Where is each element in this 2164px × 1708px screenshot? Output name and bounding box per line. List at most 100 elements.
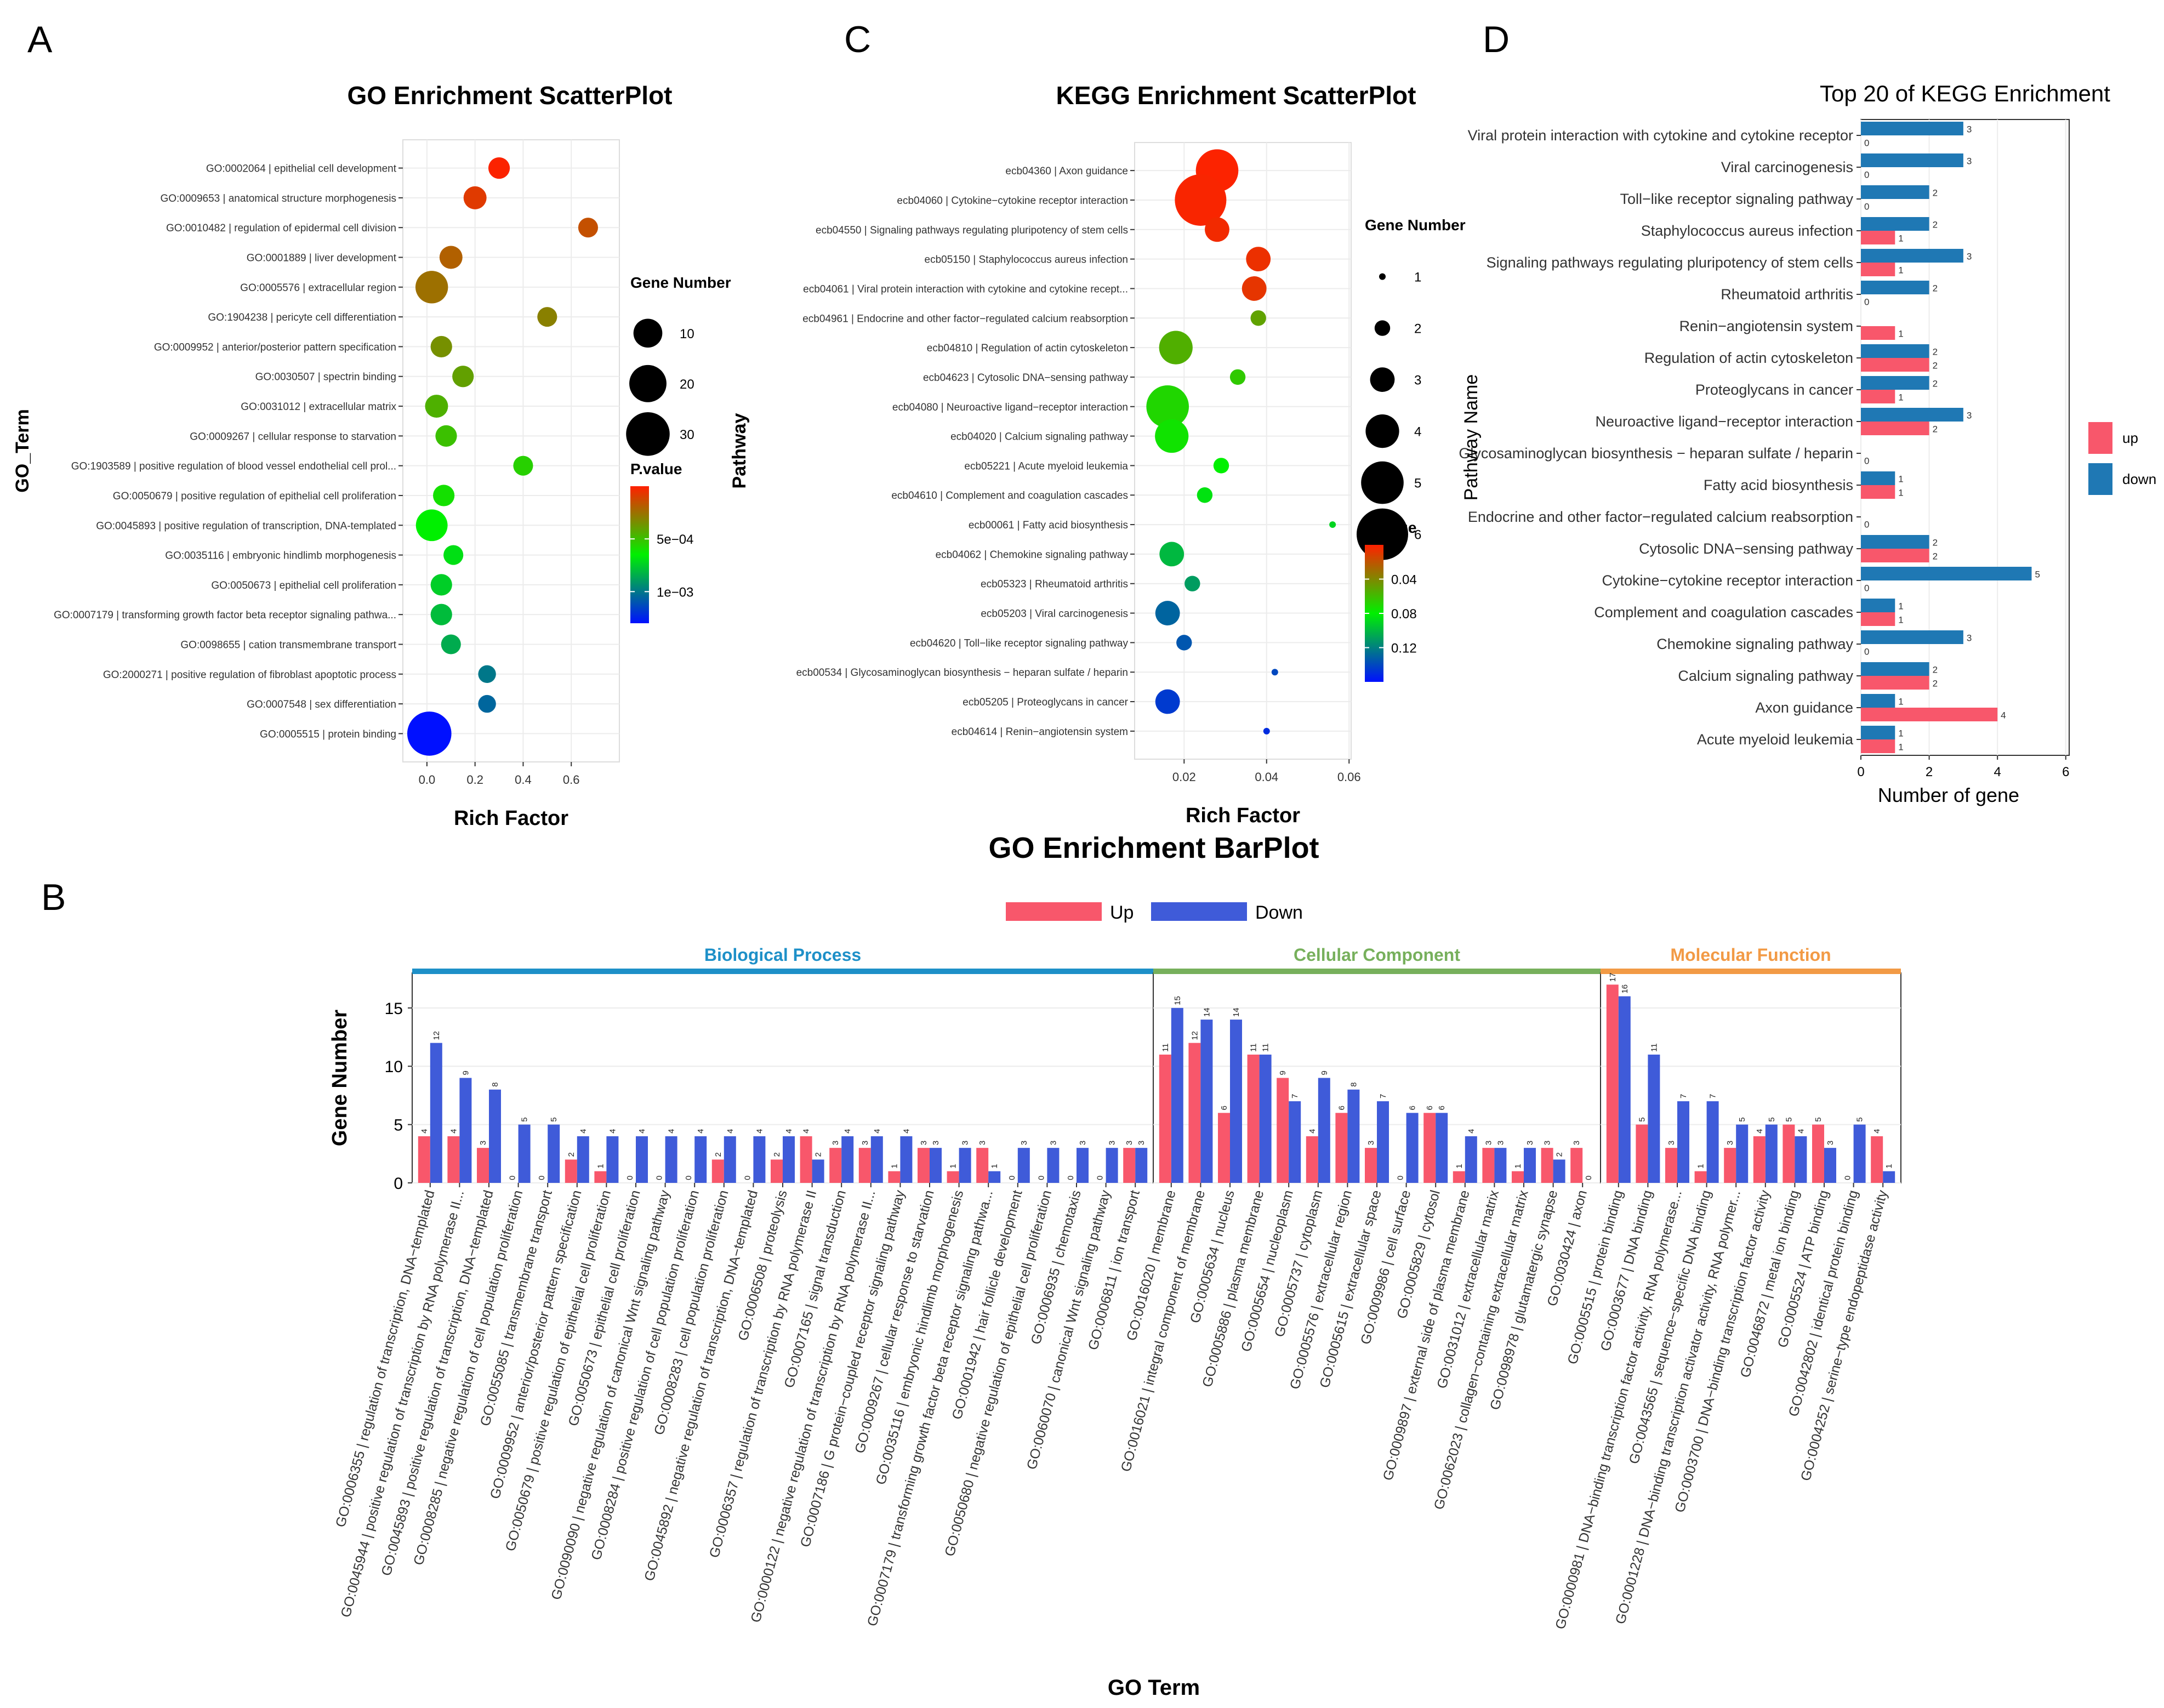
bar-down <box>1047 1148 1060 1183</box>
bar-value-label: 0 <box>1007 1176 1017 1180</box>
bar-down <box>1077 1148 1089 1183</box>
bar-down <box>1795 1136 1807 1183</box>
bar-down <box>1230 1020 1242 1183</box>
size-legend-key <box>1374 320 1391 336</box>
bar-value-label: 5 <box>1784 1117 1793 1121</box>
bar-up <box>1541 1148 1553 1183</box>
bar-value-label: 1 <box>1898 601 1903 612</box>
scatter-point <box>1229 369 1246 385</box>
bar-up <box>858 1148 871 1183</box>
scatter-point <box>1159 331 1193 365</box>
y-tick-label: ecb05221 | Acute myeloid leukemia <box>964 460 1128 472</box>
color-legend-label: 0.04 <box>1391 573 1417 588</box>
bar-up <box>1218 1113 1230 1183</box>
bar-value-label: 2 <box>1933 538 1938 548</box>
scatter-point <box>1205 217 1229 242</box>
bar-down <box>1736 1124 1749 1183</box>
bar-down <box>489 1089 501 1183</box>
bar-value-label: 3 <box>831 1141 840 1145</box>
bar-value-label: 6 <box>1408 1106 1417 1110</box>
bar-value-label: 0 <box>1864 583 1869 594</box>
y-tick-label: GO:0098655 | cation transmembrane transp… <box>180 639 396 651</box>
bar-down <box>930 1148 942 1183</box>
bar-down <box>812 1159 824 1183</box>
bar-down <box>1853 1124 1866 1183</box>
size-legend-label: 20 <box>680 377 694 392</box>
bar-value-label: 15 <box>1173 996 1182 1005</box>
y-tick-label: Cytokine−cytokine receptor interaction <box>1602 572 1854 589</box>
size-legend-label: 30 <box>680 428 694 442</box>
bar-up <box>594 1171 607 1183</box>
x-tick-label: 0.2 <box>466 773 483 787</box>
bar-value-label: 1 <box>1898 488 1903 498</box>
bar-value-label: 2 <box>1933 679 1938 689</box>
bar-value-label: 3 <box>1543 1141 1552 1145</box>
y-tick-label: Endocrine and other factor−regulated cal… <box>1468 509 1853 525</box>
bar-down <box>1861 122 1963 135</box>
bar-value-label: 8 <box>1349 1082 1358 1086</box>
y-tick-label: Complement and coagulation cascades <box>1594 604 1853 620</box>
chart-title: Top 20 of KEGG Enrichment <box>1820 81 2110 106</box>
chart-title: GO Enrichment ScatterPlot <box>347 81 672 110</box>
y-tick-label: ecb05323 | Rheumatoid arthritis <box>981 579 1128 590</box>
y-tick-label: GO:0005515 | protein binding <box>260 728 396 740</box>
bar-value-label: 9 <box>461 1071 470 1075</box>
bar-up <box>1861 422 1929 435</box>
bar-down <box>1677 1101 1689 1183</box>
x-axis-title: GO Term <box>1108 1676 1200 1700</box>
color-legend-label: 5e−04 <box>657 532 693 547</box>
bar-up <box>1753 1136 1766 1183</box>
bar-down <box>1861 599 1895 612</box>
x-tick-label: 4 <box>1994 765 2001 779</box>
bar-value-label: 12 <box>1190 1031 1199 1040</box>
bar-down <box>548 1124 560 1183</box>
go_scatter-chart: GO Enrichment ScatterPlot GO:0002064 | ep… <box>12 81 731 830</box>
bar-down <box>1861 217 1929 231</box>
bar-up <box>1861 485 1895 499</box>
y-axis-title: Pathway Name <box>1461 374 1482 501</box>
bar-up <box>418 1136 430 1183</box>
bar-up <box>976 1148 989 1183</box>
bar-value-label: 5 <box>1738 1117 1747 1121</box>
bar-value-label: 1 <box>1898 392 1903 403</box>
bar-down <box>1377 1101 1389 1183</box>
bar-up <box>1694 1171 1707 1183</box>
legend-key-down <box>2088 463 2112 495</box>
bar-value-label: 1 <box>1898 474 1903 485</box>
bar-value-label: 0 <box>1864 520 1869 530</box>
y-tick-label: ecb05205 | Proteoglycans in cancer <box>963 697 1128 708</box>
bar-value-label: 0 <box>1096 1176 1105 1180</box>
color-legend-label: 1e−03 <box>657 585 693 600</box>
bar-value-label: 0 <box>1864 202 1869 212</box>
bar-up <box>1423 1113 1436 1183</box>
bar-value-label: 1 <box>949 1164 958 1168</box>
bar-up <box>1606 984 1619 1183</box>
scatter-point <box>1155 689 1180 714</box>
bar-value-label: 14 <box>1202 1007 1211 1017</box>
bar-up <box>829 1148 842 1183</box>
size-legend-label: 10 <box>680 327 694 341</box>
facet-title: Cellular Component <box>1294 945 1460 965</box>
bar-value-label: 5 <box>1637 1117 1647 1121</box>
bar-value-label: 1 <box>596 1164 605 1168</box>
bar-value-label: 0 <box>743 1176 752 1180</box>
bar-value-label: 8 <box>491 1082 500 1086</box>
bar-down <box>1318 1078 1330 1183</box>
y-tick-label: GO:0009952 | anterior/posterior pattern … <box>154 341 396 353</box>
y-axis-title: GO_Term <box>12 409 33 492</box>
bar-down <box>694 1136 707 1183</box>
facet-strip <box>412 969 1153 974</box>
y-tick-label: Fatty acid biosynthesis <box>1704 477 1853 493</box>
y-tick-label: ecb05150 | Staphylococcus aureus infecti… <box>925 254 1128 266</box>
bar-down <box>1883 1171 1895 1183</box>
y-tick-label: Axon guidance <box>1755 699 1853 716</box>
bar-down <box>1465 1136 1477 1183</box>
bar-value-label: 4 <box>902 1129 911 1134</box>
bar-up <box>1861 326 1895 340</box>
y-tick-label: GO:0002064 | epithelial cell development <box>206 163 397 175</box>
y-tick-label: Calcium signaling pathway <box>1678 668 1853 684</box>
bar-down <box>753 1136 766 1183</box>
bar-value-label: 3 <box>1049 1141 1058 1145</box>
bar-value-label: 2 <box>1933 424 1938 435</box>
y-tick-label: GO:0009267 | cellular response to starva… <box>190 431 396 442</box>
